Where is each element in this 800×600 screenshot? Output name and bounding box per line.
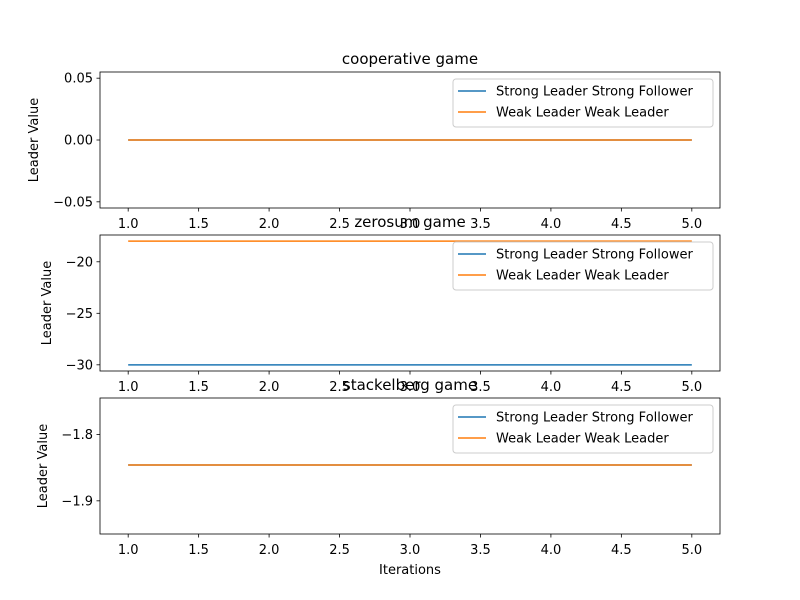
y-tick-label: −1.9 xyxy=(61,494,93,509)
legend-label: Strong Leader Strong Follower xyxy=(496,85,693,100)
y-tick-label: −1.8 xyxy=(61,428,93,443)
legend: Strong Leader Strong Follower Weak Leader… xyxy=(452,404,714,454)
legend: Strong Leader Strong Follower Weak Leader… xyxy=(452,78,714,128)
subplot-3: 1.0 1.5 2.0 2.5 3.0 3.5 4.0 4.5 5.0 −1.9 −1.8 stack… xyxy=(36,376,721,578)
x-tick-label: 3.0 xyxy=(400,543,421,558)
y-tick-label: −20 xyxy=(66,255,93,270)
y-tick-label: 0.05 xyxy=(64,72,93,87)
chart-title: zerosum game xyxy=(354,213,465,231)
y-tick-label: −25 xyxy=(66,307,93,322)
x-tick-label: 1.5 xyxy=(188,380,209,395)
x-tick-label: 3.5 xyxy=(470,543,491,558)
legend-box xyxy=(452,404,714,454)
x-tick-label: 2.5 xyxy=(329,217,350,232)
x-tick-label: 3.5 xyxy=(470,380,491,395)
x-tick-label: 3.0 xyxy=(400,217,421,232)
x-tick-label: 4.5 xyxy=(611,380,632,395)
subplot-1: 1.0 1.5 2.0 2.5 3.0 3.5 4.0 4.5 5.0 −0.05 0.00 0.05… xyxy=(27,50,721,232)
x-tick-label: 1.0 xyxy=(118,543,139,558)
x-tick-label: 4.5 xyxy=(611,217,632,232)
x-axis-label: Iterations xyxy=(379,563,441,578)
x-tick-label: 4.0 xyxy=(541,217,562,232)
legend: Strong Leader Strong Follower Weak Leader… xyxy=(452,241,714,291)
chart-title: stackelberg game xyxy=(343,376,477,394)
legend-box xyxy=(452,241,714,291)
x-tick-label: 3.0 xyxy=(400,380,421,395)
y-axis-label: Leader Value xyxy=(40,261,55,345)
y-tick-label: 0.00 xyxy=(64,134,93,149)
legend-label: Strong Leader Strong Follower xyxy=(496,248,693,263)
x-tick-label: 4.0 xyxy=(541,380,562,395)
y-tick-label: −0.05 xyxy=(53,195,93,210)
y-tick-label: −30 xyxy=(66,358,93,373)
x-tick-label: 1.0 xyxy=(118,380,139,395)
y-axis-label: Leader Value xyxy=(36,424,51,508)
x-tick-label: 2.5 xyxy=(329,543,350,558)
legend-label: Weak Leader Weak Leader xyxy=(496,269,669,284)
legend-label: Weak Leader Weak Leader xyxy=(496,106,669,121)
x-tick-label: 4.5 xyxy=(611,543,632,558)
legend-label: Weak Leader Weak Leader xyxy=(496,432,669,447)
x-tick-label: 1.0 xyxy=(118,217,139,232)
x-tick-label: 1.5 xyxy=(188,217,209,232)
x-tick-label: 2.0 xyxy=(259,217,280,232)
x-tick-label: 5.0 xyxy=(681,217,702,232)
x-tick-label: 5.0 xyxy=(681,380,702,395)
legend-label: Strong Leader Strong Follower xyxy=(496,411,693,426)
x-tick-label: 2.0 xyxy=(259,543,280,558)
x-tick-label: 3.5 xyxy=(470,217,491,232)
x-tick-label: 2.0 xyxy=(259,380,280,395)
x-tick-label: 4.0 xyxy=(541,543,562,558)
y-axis-label: Leader Value xyxy=(27,98,42,182)
subplot-2: 1.0 1.5 2.0 2.5 3.0 3.5 4.0 4.5 5.0 −30 −25 −20 zero… xyxy=(40,213,721,395)
x-tick-label: 1.5 xyxy=(188,543,209,558)
x-tick-label: 2.5 xyxy=(329,380,350,395)
x-tick-label: 5.0 xyxy=(681,543,702,558)
legend-box xyxy=(452,78,714,128)
chart-title: cooperative game xyxy=(342,50,478,68)
